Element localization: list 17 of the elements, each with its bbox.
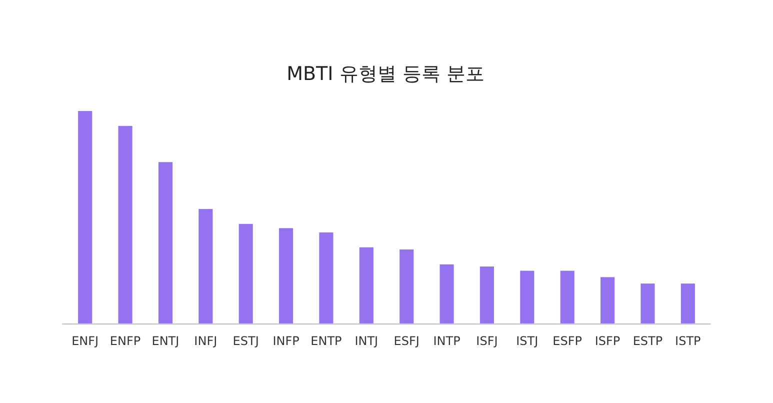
title: MBTI 유형별 등록 분포 [286, 63, 484, 85]
x-tick-label: INFJ [194, 334, 218, 348]
x-tick-label: ENFP [110, 334, 141, 348]
x-tick-label: ISTP [675, 334, 701, 348]
x-tick-label: INFP [272, 334, 300, 348]
x-tick-label: ISTJ [516, 334, 538, 348]
x-tick-label: ENFJ [72, 334, 99, 348]
x-tick-label: INTP [433, 334, 460, 348]
x-tick-label: ESTJ [232, 334, 259, 348]
x-tick-label: ESTP [632, 334, 663, 348]
x-tick-label: ISFJ [476, 334, 498, 348]
x-tick-label: ESFP [552, 334, 582, 348]
x-tick-label: ENTJ [152, 334, 180, 348]
x-tick-label: ESFJ [394, 334, 420, 348]
x-tick-label: ISFP [594, 334, 620, 348]
x-tick-label: ENTP [310, 334, 342, 348]
x-tick-label: INTJ [354, 334, 378, 348]
